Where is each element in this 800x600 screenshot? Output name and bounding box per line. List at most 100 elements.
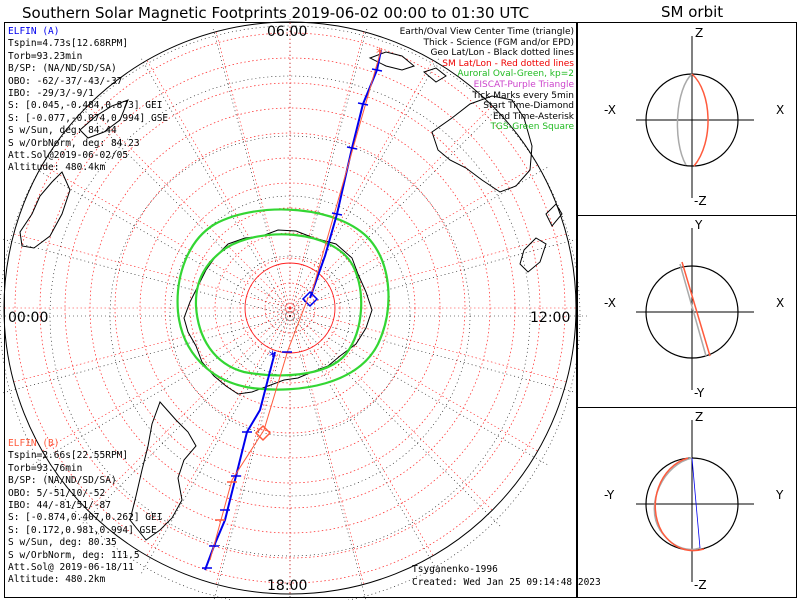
geo-lon-line bbox=[289, 315, 580, 394]
ela-end-asterisk: * bbox=[376, 46, 383, 62]
elb-info-line: S w/OrbNorm, deg: 111.5 bbox=[8, 549, 140, 561]
sm-lon-line bbox=[215, 307, 291, 585]
orbit2-bottom-label: -Y bbox=[694, 386, 705, 400]
geo-lon-line bbox=[0, 238, 291, 317]
ela-orbit-trace bbox=[679, 263, 707, 357]
sm-lon-line bbox=[289, 307, 434, 556]
orbit2-left-label: -X bbox=[604, 296, 616, 310]
sm-lon-line bbox=[289, 105, 493, 309]
hour-label-bottom: 18:00 bbox=[267, 578, 308, 594]
sm-lat-circle bbox=[139, 157, 441, 459]
elb-info-line: Torb=93.76min bbox=[8, 462, 83, 474]
orbit2-top-label: Y bbox=[695, 218, 703, 232]
auroral-oval-outer bbox=[176, 208, 390, 391]
legend-entry: Start Time-Diamond bbox=[483, 101, 574, 112]
orbit-panel-2 bbox=[636, 228, 754, 390]
ela-orbit-trace bbox=[653, 457, 701, 551]
ela-info-line: OBO: -62/-37/-43/-37 bbox=[8, 75, 123, 87]
legend-entry: End Time-Asterisk bbox=[492, 111, 574, 122]
orbit2-right-label: X bbox=[776, 296, 785, 310]
geo-lon-line bbox=[0, 315, 291, 394]
legend-entry: EISCAT-Purple Triangle bbox=[473, 79, 574, 90]
elb-name: ELFIN (B) bbox=[8, 438, 60, 449]
sm-lon-line bbox=[289, 307, 538, 452]
orbit3-right-label: Y bbox=[776, 488, 784, 502]
sm-lat-circle bbox=[214, 232, 366, 384]
legend-entry: Geo Lat/Lon - Black dotted lines bbox=[430, 48, 574, 59]
orbit3-top-label: Z bbox=[695, 410, 704, 424]
map-boundary-circle bbox=[3, 21, 577, 595]
elb-orbit-trace bbox=[654, 457, 705, 552]
orbit1-left-label: -X bbox=[604, 103, 616, 117]
ela-info-line: S w/Sun, deg: 84.44 bbox=[8, 125, 117, 137]
elb-info-line: S: [-0.874,0.407,0.262] GEI bbox=[8, 512, 163, 524]
ela-info-line: Tspin=4.73s[12.68RPM] bbox=[8, 38, 129, 50]
ela-info-line: IBO: -29/3/-9/1 bbox=[8, 88, 94, 100]
ela-tick bbox=[331, 212, 343, 216]
ela-orbit-trace bbox=[676, 73, 693, 166]
coastline-australia bbox=[431, 95, 533, 193]
elb-end-asterisk: * bbox=[269, 349, 276, 365]
orbit-panel-1 bbox=[636, 36, 754, 198]
legend: Earth/Oval View Center Time (triangle) T… bbox=[400, 27, 574, 133]
chart-title: Southern Solar Magnetic Footprints 2019-… bbox=[22, 4, 530, 22]
hour-label-left: 00:00 bbox=[8, 310, 49, 326]
ela-info-line: S: [-0.077,-0.074,0.994] GSE bbox=[8, 112, 169, 124]
elb-info-line: Tspin=2.66s[22.55RPM] bbox=[8, 450, 129, 462]
legend-entry: Auroral Oval-Green, kp=2 bbox=[457, 69, 574, 80]
elb-info-line: Altitude: 480.2km bbox=[8, 574, 106, 586]
coastline-new-zealand bbox=[519, 203, 563, 273]
track-tick-marks bbox=[202, 68, 383, 569]
ela-info: ELFIN (A) Tspin=4.73s[12.68RPM] Torb=93.… bbox=[8, 26, 168, 175]
coastline-africa bbox=[19, 99, 129, 249]
elb-info-line: Att.Sol@ 2019-06-18/11 bbox=[8, 562, 134, 574]
elb-orbit-trace bbox=[691, 73, 709, 167]
orbit3-bottom-label: -Z bbox=[694, 578, 707, 592]
sm-lon-line bbox=[146, 60, 291, 309]
legend-entry: TGS-Green Square bbox=[490, 122, 574, 133]
sm-lon-line bbox=[289, 307, 493, 511]
orbit1-bottom-label: -Z bbox=[694, 194, 707, 208]
ela-info-line: S: [0.045,-0.484,0.873] GEI bbox=[8, 100, 163, 112]
coastline-south-america bbox=[129, 401, 197, 541]
ela-info-line: Torb=93.23min bbox=[8, 50, 83, 62]
geo-lon-line bbox=[289, 238, 580, 317]
created-stamp: Created: Wed Jan 25 09:14:48 2023 bbox=[412, 577, 601, 588]
legend-entry: Thick - Science (FGM and/or EPD) bbox=[423, 37, 574, 48]
orbit1-right-label: X bbox=[776, 103, 785, 117]
geo-lat-circle bbox=[0, 25, 581, 600]
elb-info-line: S: [0.172,0.981,0.994] GSE bbox=[8, 524, 157, 536]
auroral-oval-inner bbox=[194, 233, 363, 377]
ela-start-diamond bbox=[301, 290, 319, 308]
geo-lon-line bbox=[289, 315, 441, 576]
sm-lon-line bbox=[42, 307, 291, 452]
ela-info-line: B/SP: (NA/ND/SD/SA) bbox=[8, 63, 117, 75]
elb-info-line: OBO: 5/-51/10/-52 bbox=[8, 487, 106, 499]
sm-lat-circle bbox=[39, 57, 541, 559]
coastline-indonesia bbox=[368, 51, 447, 83]
sm-lat-circle bbox=[14, 32, 566, 584]
sm-lon-line bbox=[289, 164, 538, 309]
elb-sm-line bbox=[209, 297, 309, 561]
ela-tick bbox=[346, 146, 358, 150]
elb-info-line: B/SP: (NA/ND/SD/SA) bbox=[8, 475, 117, 487]
ela-info-line: Att.Sol@2019-06-02/05 bbox=[8, 150, 129, 162]
sm-lon-line bbox=[215, 31, 291, 309]
elb-info: ELFIN (B) Tspin=2.66s[22.55RPM] Torb=93.… bbox=[8, 438, 162, 587]
elb-info-line: S w/Sun, deg: 80.35 bbox=[8, 537, 117, 549]
sm-lat-circle bbox=[114, 132, 466, 484]
ela-info-line: S w/OrbNorm, deg: 84.23 bbox=[8, 137, 140, 149]
sm-lat-circle bbox=[239, 257, 341, 359]
orbit-panel-3 bbox=[636, 420, 754, 582]
orbit-frame bbox=[577, 22, 797, 598]
elb-start-diamond bbox=[254, 424, 272, 442]
legend-entry: Earth/Oval View Center Time (triangle) bbox=[399, 27, 574, 37]
orbit-panels bbox=[636, 36, 754, 582]
ela-info-line: Altitude: 480.4km bbox=[8, 162, 106, 174]
ela-tick bbox=[357, 102, 369, 106]
orbit1-top-label: Z bbox=[695, 26, 704, 40]
hour-label-top: 06:00 bbox=[267, 24, 308, 40]
ela-tick bbox=[371, 68, 383, 72]
orbit3-left-label: -Y bbox=[604, 488, 615, 502]
